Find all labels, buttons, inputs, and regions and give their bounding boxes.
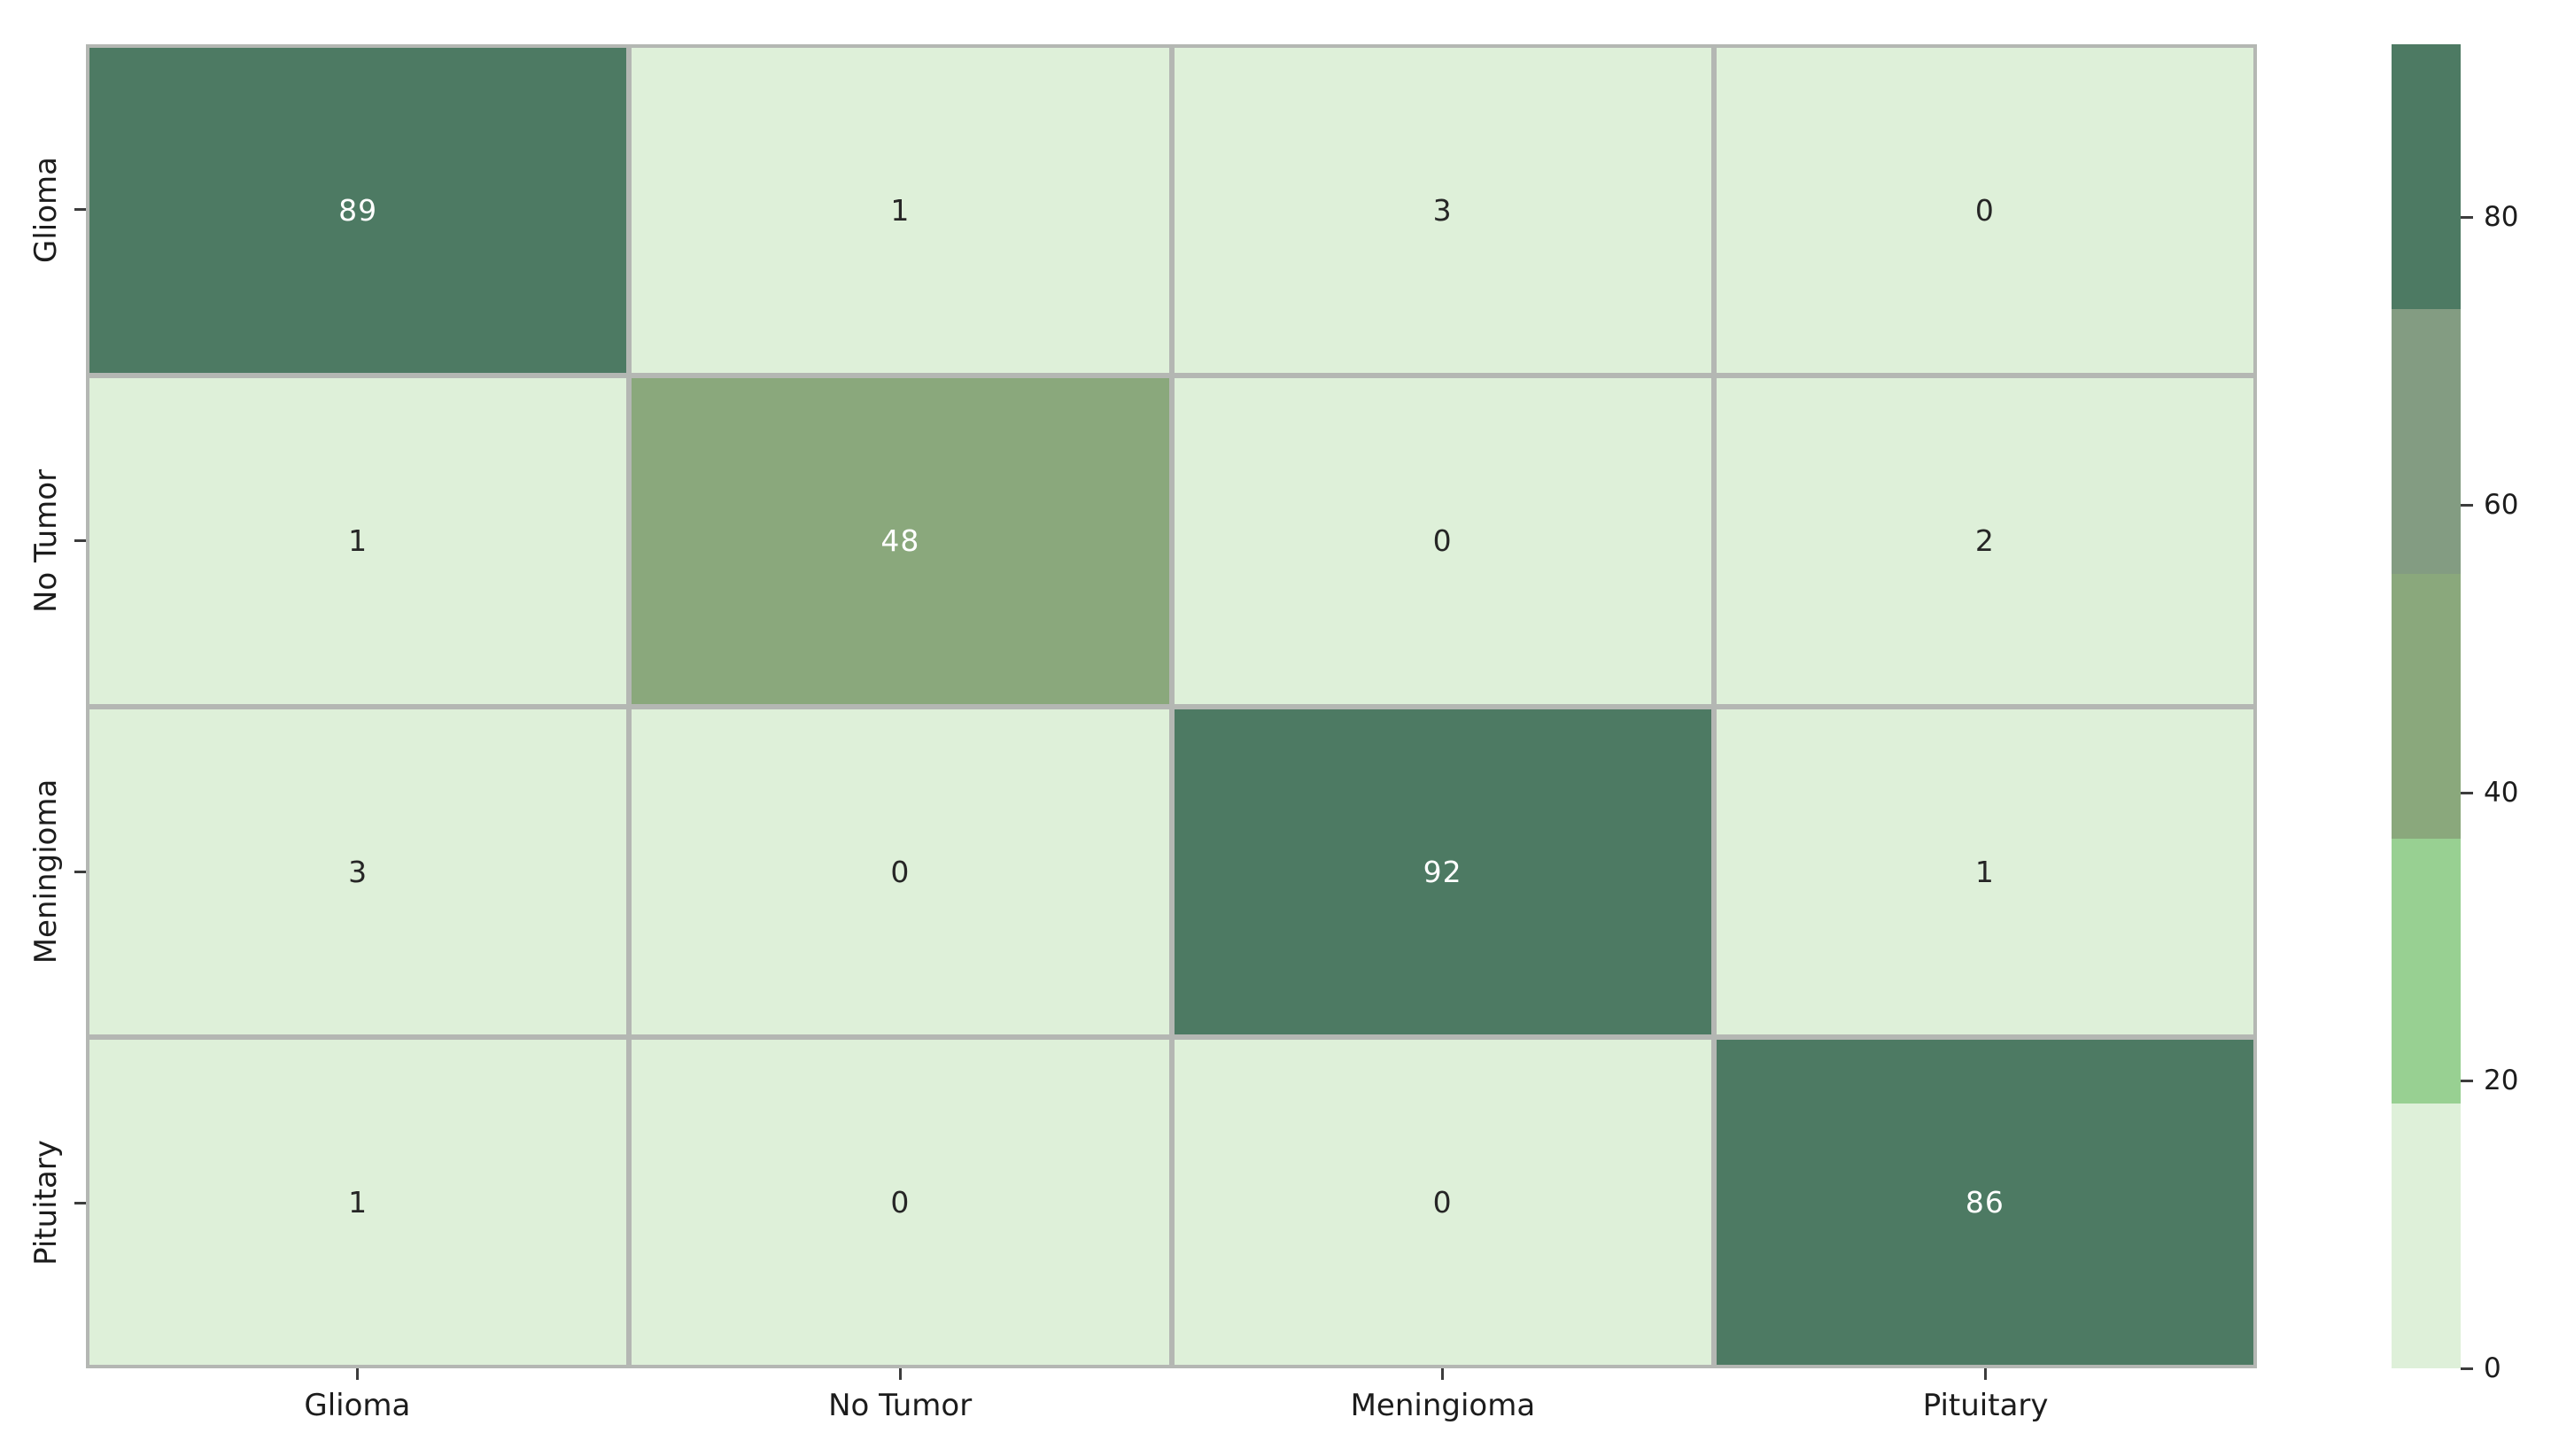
heatmap-cell: 89 [89, 48, 627, 374]
cell-value: 89 [338, 193, 378, 228]
heatmap-cell: 48 [632, 378, 1169, 704]
heatmap-cell: 0 [632, 1039, 1169, 1365]
x-tick-mark [355, 1368, 359, 1380]
cell-value: 2 [1974, 523, 1995, 559]
y-tick-label: Meningioma [28, 779, 64, 964]
colorbar-tick-mark [2461, 215, 2473, 219]
colorbar-tick-mark [2461, 1079, 2473, 1082]
colorbar-tick-mark [2461, 791, 2473, 794]
colorbar-tick-label: 20 [2484, 1065, 2519, 1096]
x-tick-label: No Tumor [828, 1388, 973, 1423]
y-tick-mark [74, 1201, 86, 1204]
y-tick-mark [74, 870, 86, 873]
heatmap-cell: 1 [632, 48, 1169, 374]
heatmap-grid: 89 1 3 0 1 48 0 2 3 0 92 1 1 0 0 86 [86, 44, 2257, 1368]
colorbar-segment [2392, 44, 2461, 309]
y-tick-mark [74, 208, 86, 212]
cell-value: 0 [890, 1184, 911, 1220]
x-tick-mark [1984, 1368, 1988, 1380]
heatmap-cell: 0 [632, 709, 1169, 1034]
heatmap-cell: 2 [1716, 378, 2253, 704]
x-tick-label: Pituitary [1922, 1388, 2049, 1423]
cell-value: 86 [1965, 1184, 2004, 1220]
x-axis: Glioma No Tumor Meningioma Pituitary [86, 1368, 2257, 1456]
cell-value: 0 [1974, 193, 1995, 228]
colorbar-segment [2392, 309, 2461, 574]
x-tick-mark [898, 1368, 902, 1380]
cell-value: 0 [1432, 1184, 1453, 1220]
colorbar-segment [2392, 574, 2461, 839]
cell-value: 0 [1432, 523, 1453, 559]
colorbar-tick-label: 60 [2484, 489, 2519, 521]
cell-value: 1 [348, 523, 368, 559]
heatmap-cell: 3 [89, 709, 627, 1034]
colorbar-tick-label: 80 [2484, 201, 2519, 233]
heatmap-cell: 1 [1716, 709, 2253, 1034]
heatmap-cell: 92 [1174, 709, 1711, 1034]
x-tick-label: Glioma [304, 1388, 411, 1423]
colorbar-tick-mark [2461, 503, 2473, 507]
y-tick-label: Glioma [28, 156, 64, 263]
colorbar-segment [2392, 1104, 2461, 1368]
heatmap-cell: 1 [89, 378, 627, 704]
colorbar-tick-label: 40 [2484, 777, 2519, 809]
cell-value: 1 [890, 193, 911, 228]
x-tick-mark [1441, 1368, 1445, 1380]
colorbar-tick-mark [2461, 1367, 2473, 1370]
colorbar-tick-label: 0 [2484, 1352, 2501, 1384]
heatmap-cell: 0 [1174, 378, 1711, 704]
cell-value: 3 [348, 854, 368, 889]
y-tick-label: No Tumor [28, 469, 64, 613]
heatmap-cell: 0 [1174, 1039, 1711, 1365]
cell-value: 3 [1432, 193, 1453, 228]
heatmap-cell: 1 [89, 1039, 627, 1365]
y-tick-label: Pituitary [28, 1140, 64, 1266]
cell-value: 48 [880, 523, 920, 559]
heatmap-cell: 0 [1716, 48, 2253, 374]
cell-value: 92 [1423, 854, 1462, 889]
heatmap-cell: 86 [1716, 1039, 2253, 1365]
heatmap-cell: 3 [1174, 48, 1711, 374]
colorbar [2392, 44, 2461, 1368]
cell-value: 1 [1974, 854, 1995, 889]
y-axis: Glioma No Tumor Meningioma Pituitary [0, 44, 86, 1368]
y-tick-mark [74, 539, 86, 543]
cell-value: 1 [348, 1184, 368, 1220]
colorbar-segment [2392, 839, 2461, 1104]
cell-value: 0 [890, 854, 911, 889]
x-tick-label: Meningioma [1350, 1388, 1536, 1423]
colorbar-ticks: 0 20 40 60 80 [2461, 44, 2551, 1384]
